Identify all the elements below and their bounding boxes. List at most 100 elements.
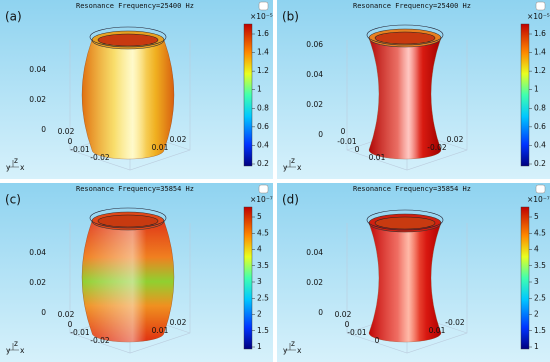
- x-tick-label: -0.01: [70, 328, 90, 337]
- colorbar-exponent: ×10⁻⁷: [527, 195, 550, 204]
- cylinder-ring: [89, 207, 167, 229]
- x-tick-label: 0.02: [58, 127, 75, 136]
- colorbar: [520, 206, 530, 350]
- axis-name: z: [291, 156, 295, 165]
- axis-triad: [285, 343, 296, 351]
- x-tick-label: 0.01: [369, 153, 386, 162]
- panel-label: (a): [5, 10, 22, 24]
- panel: Resonance Frequency=35854 Hz(d)0.040.020…: [277, 183, 550, 362]
- x-tick-label: 0: [68, 320, 73, 329]
- panel-title: Resonance Frequency=25400 Hz: [76, 2, 194, 10]
- panel-title: Resonance Frequency=25400 Hz: [353, 2, 471, 10]
- x-tick-label: -0.01: [70, 145, 90, 154]
- colorbar-tick-label: 0.4: [534, 140, 546, 149]
- colorbar-tick-label: 1.5: [534, 326, 546, 335]
- z-tick-label: 0.02: [306, 100, 323, 109]
- z-tick-label: 0: [41, 125, 46, 134]
- z-tick-label: 0.02: [306, 278, 323, 287]
- x-tick-label: 0.02: [335, 310, 352, 319]
- z-tick-label: 0.04: [29, 65, 46, 74]
- z-tick-label: 0.04: [306, 70, 323, 79]
- colorbar-tick-label: 0.2: [534, 159, 546, 168]
- panel-label: (d): [282, 193, 299, 207]
- cylinder-ring: [89, 26, 167, 48]
- cylinder-ring: [366, 24, 444, 46]
- x-tick-label: -0.02: [427, 143, 447, 152]
- axis-name: x: [20, 163, 25, 172]
- x-tick-label: 0: [345, 320, 350, 329]
- colorbar-tick-label: 1.6: [257, 29, 269, 38]
- icon: [258, 1, 269, 11]
- x-tick-label: -0.01: [337, 137, 357, 146]
- colorbar-tick-label: 1.2: [257, 66, 269, 75]
- axis-name: x: [20, 346, 25, 355]
- x-tick-label: 0.01: [152, 143, 169, 152]
- cylinder-hole: [374, 31, 436, 45]
- z-tick-label: 0.02: [29, 95, 46, 104]
- colorbar-tick-label: 1: [257, 342, 262, 351]
- colorbar: [243, 206, 253, 350]
- axis-name: z: [291, 339, 295, 348]
- colorbar-tick-label: 4: [257, 245, 262, 254]
- x-tick-label: 0.02: [447, 135, 464, 144]
- axis-name: z: [14, 156, 18, 165]
- colorbar-tick-label: 0.4: [257, 140, 269, 149]
- icon: [535, 184, 546, 194]
- axis-triad: [8, 160, 19, 168]
- cylinder-hole: [374, 216, 436, 230]
- panel-title: Resonance Frequency=35854 Hz: [353, 185, 471, 193]
- colorbar-tick-label: 0.8: [257, 103, 269, 112]
- icon: [258, 184, 269, 194]
- cylinder-highlight: [369, 223, 441, 342]
- colorbar-exponent: ×10⁻⁵: [527, 12, 550, 21]
- x-tick-label: 0: [341, 127, 346, 136]
- panel: Resonance Frequency=25400 Hz (b) 0.06 0.04 0…: [277, 0, 550, 179]
- z-tick-label: 0: [318, 308, 323, 317]
- z-tick-label: 0.06: [306, 40, 323, 49]
- colorbar-tick-label: 3: [257, 277, 262, 286]
- colorbar-tick-label: 4: [534, 245, 539, 254]
- cylinder-hole: [97, 33, 159, 47]
- cylinder-highlight: [82, 221, 174, 342]
- x-tick-label: 0: [375, 336, 380, 345]
- colorbar-tick-label: 1: [534, 342, 539, 351]
- x-tick-label: 0: [355, 145, 360, 154]
- x-tick-label: 0.01: [152, 326, 169, 335]
- cylinder-hole: [97, 214, 159, 228]
- colorbar-tick-label: 3.5: [257, 261, 269, 270]
- panel: Resonance Frequency=35854 Hz(c)0.040.020…: [0, 183, 273, 362]
- axis-name: y: [6, 346, 11, 355]
- x-tick-label: 0.02: [58, 310, 75, 319]
- colorbar-tick-label: 1: [534, 85, 539, 94]
- x-tick-label: 0.02: [170, 135, 187, 144]
- x-tick-label: 0.01: [429, 326, 446, 335]
- axis-name: x: [297, 163, 302, 172]
- axis-name: y: [6, 163, 11, 172]
- x-tick-label: -0.02: [90, 153, 110, 162]
- colorbar: [520, 23, 530, 167]
- colorbar-tick-label: 1.4: [257, 48, 269, 57]
- colorbar-tick-label: 0.6: [257, 122, 269, 131]
- x-tick-label: -0.02: [90, 336, 110, 345]
- colorbar-tick-label: 0.8: [534, 103, 546, 112]
- axis-name: y: [283, 163, 288, 172]
- x-tick-label: 0.02: [170, 318, 187, 327]
- cylinder-ring: [366, 209, 444, 231]
- colorbar-tick-label: 1.5: [257, 326, 269, 335]
- panel-label: (b): [282, 10, 299, 24]
- z-tick-label: 0: [41, 308, 46, 317]
- z-tick-label: 0: [318, 130, 323, 139]
- z-tick-label: 0.04: [306, 248, 323, 257]
- colorbar-exponent: ×10⁻⁵: [250, 12, 273, 21]
- icon: [535, 1, 546, 11]
- colorbar-tick-label: 2: [257, 310, 262, 319]
- colorbar-tick-label: 2.5: [257, 293, 269, 302]
- panel-title: Resonance Frequency=35854 Hz: [76, 185, 194, 193]
- colorbar-tick-label: 0.6: [534, 122, 546, 131]
- axis-name: z: [14, 339, 18, 348]
- colorbar-tick-label: 1.6: [534, 29, 546, 38]
- colorbar-tick-label: 1.2: [534, 66, 546, 75]
- axis-name: x: [297, 346, 302, 355]
- cylinder-highlight: [369, 38, 441, 159]
